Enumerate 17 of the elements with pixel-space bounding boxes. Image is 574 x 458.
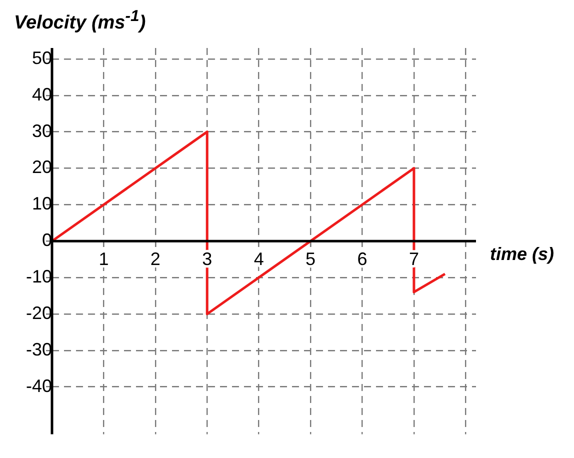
x-tick-label: 1 — [98, 249, 109, 270]
x-tick-label: 5 — [306, 249, 316, 270]
y-tick-label: 40 — [32, 84, 52, 104]
y-tick-label: -20 — [26, 302, 52, 323]
y-tick-label: 30 — [32, 120, 52, 141]
y-tick-label: 20 — [32, 157, 52, 178]
x-tick-label: 4 — [254, 249, 264, 270]
y-tick-label: 0 — [42, 230, 52, 250]
y-tick-label: 10 — [32, 194, 52, 214]
y-axis-title: Velocity (ms$^{-1}$) — [13, 8, 147, 34]
y-tick-label: -30 — [26, 339, 52, 360]
x-axis-title: time (s) — [490, 244, 554, 264]
y-tick-label: 50 — [32, 48, 52, 68]
y-tick-label: -40 — [26, 376, 52, 396]
x-tick-label: 2 — [150, 249, 160, 270]
x-tick-label: 6 — [357, 249, 368, 270]
y-tick-label: -10 — [26, 266, 52, 287]
